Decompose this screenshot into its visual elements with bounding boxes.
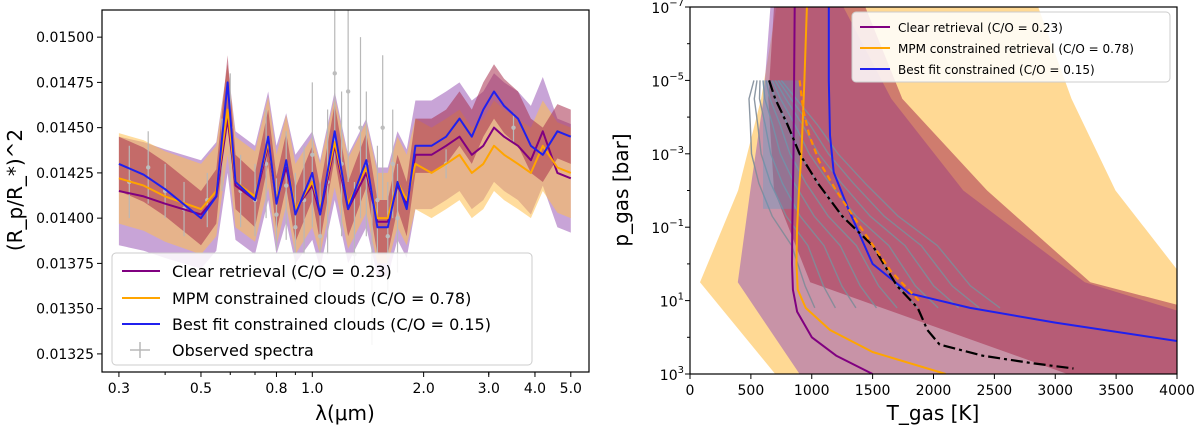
right-x-tick-label: 500 [738,383,765,399]
right-line-bestfit [827,7,1177,342]
right-line-clear [791,7,874,374]
right-panel: 0 500 1000 1500 2000 2500 3000 3500 4000 10−710−… [609,0,1195,425]
right-y-tick-label: 101 [660,292,684,311]
observed-point [380,125,385,130]
left-legend-box [111,252,533,366]
right-x-tick-label: 2000 [916,383,952,399]
right-y-tick-label: 10−1 [651,218,684,237]
right-band-2 [768,7,1177,374]
left-uncertainty-bands [118,55,571,277]
right-x-tick-label: 0 [686,383,695,399]
right-line-mpm [795,7,946,374]
left-y-ticks: 0.01325 0.01350 0.01375 0.01400 0.01425 0.014… [36,30,102,363]
ensemble-profile [748,80,816,309]
left-y-tick-label: 0.01325 [36,347,94,363]
observed-point [317,234,323,239]
left-legend-label-observed: Observed spectra [172,341,314,360]
left-plot-frame [101,9,590,373]
observed-point [395,215,400,221]
observed-point [146,165,151,170]
left-y-axis-label: (R_p/R_*)^2 [3,129,27,251]
ensemble-profile [753,80,837,309]
right-y-tick-label: 103 [660,365,684,384]
left-y-tick-label: 0.01450 [36,121,94,137]
right-y-axis-label: p_gas [bar] [609,133,633,246]
left-band-2 [118,55,571,255]
left-model-lines [118,81,572,229]
left-x-tick-label: 0.3 [108,381,130,397]
right-y-tick-label: 10−5 [651,71,684,90]
observed-point [310,152,315,157]
right-line-black-dashdot [768,80,1074,370]
right-x-tick-label: 3000 [1037,383,1073,399]
right-x-tick-label: 1000 [794,383,830,399]
right-legend-box [851,11,1171,83]
left-y-tick-label: 0.01500 [36,30,94,46]
right-line-orange-dashed [798,80,920,302]
observed-point [511,125,516,130]
left-y-tick-label: 0.01475 [36,75,94,91]
left-x-tick-label: 0.5 [190,381,212,397]
right-y-tick-label: 10−7 [651,0,684,17]
left-x-axis-label: λ(μm) [315,401,375,425]
right-x-tick-label: 2500 [977,383,1013,399]
observed-point [283,183,289,188]
left-x-tick-label: 5.0 [560,381,582,397]
left-y-tick-label: 0.01400 [36,211,94,227]
left-x-tick-label: 1.0 [301,381,323,397]
observed-point [293,225,298,230]
observed-point [274,212,279,217]
right-uncertainty-bands [700,7,1177,374]
left-x-ticks: 0.3 0.5 0.8 1.0 2.0 3.0 4.0 5.0 [108,372,582,397]
observed-point [358,125,363,130]
left-x-tick-label: 2.0 [412,381,434,397]
right-legend-label-clear: Clear retrieval (C/O = 0.23) [898,21,1063,35]
left-legend: Clear retrieval (C/O = 0.23) MPM constra… [111,252,533,366]
left-panel: 0.3 0.5 0.8 1.0 2.0 3.0 4.0 5.0 0.013250.013500… [3,9,590,425]
left-y-tick-label: 0.01425 [36,166,94,182]
right-x-ticks: 0 500 1000 1500 2000 2500 3000 3500 4000 [686,374,1195,399]
observed-point [385,234,390,239]
right-legend: Clear retrieval (C/O = 0.23) MPM constra… [851,11,1171,83]
left-legend-swatch-observed [130,342,150,358]
ensemble-profile [758,80,857,309]
right-x-axis-label: T_gas [K] [886,401,980,425]
right-profile-lines [748,7,1177,374]
left-x-tick-label: 3.0 [478,381,500,397]
ensemble-profile [765,80,898,309]
observed-point [375,197,380,203]
left-x-tick-label: 0.8 [265,381,287,397]
right-legend-label-bestfit: Best fit constrained (C/O = 0.15) [898,63,1095,77]
observed-point [345,89,351,94]
left-legend-label-clear: Clear retrieval (C/O = 0.23) [172,262,392,281]
observed-point [390,161,395,167]
left-legend-label-bestfit: Best fit constrained clouds (C/O = 0.15) [172,315,491,334]
left-x-tick-label: 4.0 [524,381,546,397]
left-line-bestfit [118,81,572,229]
right-legend-label-mpm: MPM constrained retrieval (C/O = 0.78) [898,42,1134,56]
left-y-tick-label: 0.01375 [36,256,94,272]
left-legend-label-mpm: MPM constrained clouds (C/O = 0.78) [172,289,471,308]
ensemble-profile [774,80,960,309]
right-x-tick-label: 4000 [1159,383,1195,399]
right-x-tick-label: 3500 [1098,383,1134,399]
left-y-tick-label: 0.01350 [36,302,94,318]
right-y-ticks: 10−7 10−5 10−3 10−1 101 103 [651,0,690,384]
right-x-tick-label: 1500 [855,383,891,399]
ensemble-profile [771,80,939,309]
observed-point [332,71,337,76]
ensemble-profile [777,80,980,309]
right-y-tick-label: 10−3 [651,145,684,164]
ensemble-profile [762,80,878,309]
